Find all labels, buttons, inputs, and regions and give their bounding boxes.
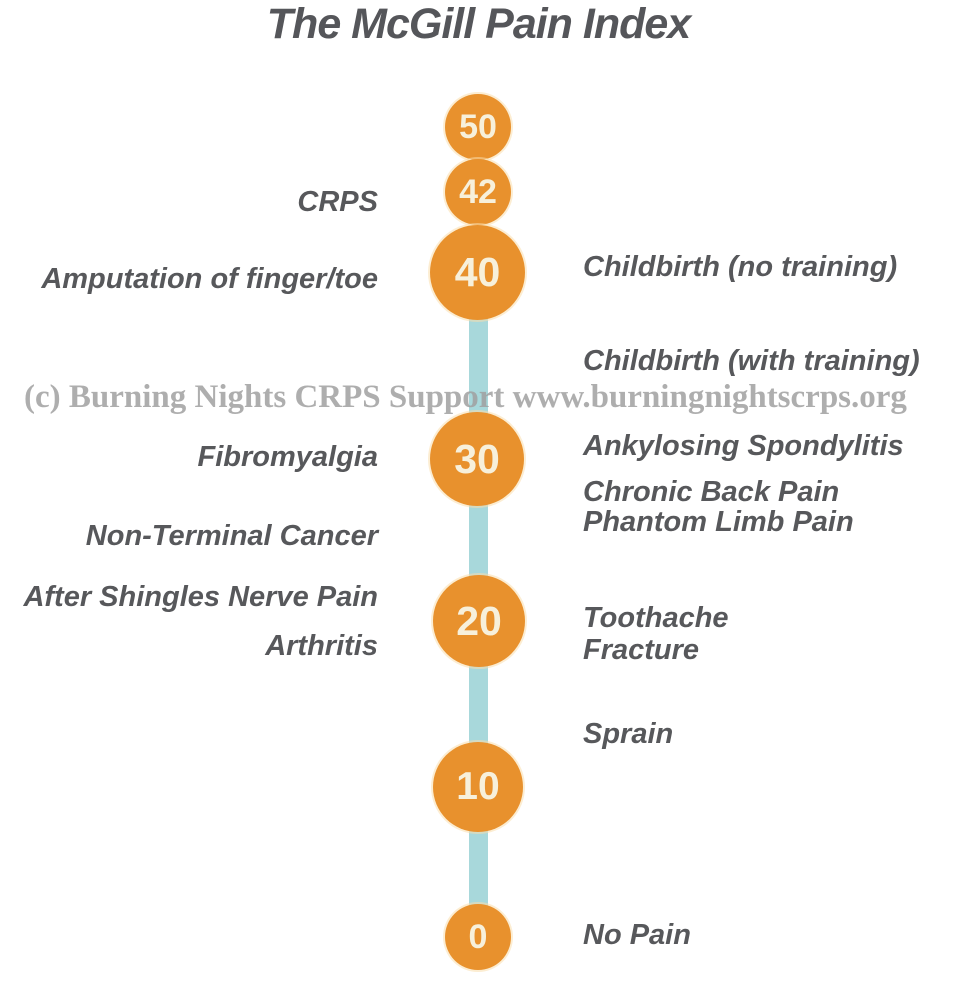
- scale-point-value: 20: [456, 597, 502, 644]
- left-label-arthritis: Arthritis: [265, 630, 378, 662]
- right-label-toothache: Toothache: [583, 602, 729, 634]
- right-label-sprain: Sprain: [583, 718, 674, 750]
- scale-point-40: 40: [430, 225, 525, 320]
- scale-point-10: 10: [433, 742, 523, 832]
- scale-point-value: 30: [454, 435, 500, 482]
- left-label-amputation-finger-toe: Amputation of finger/toe: [41, 263, 378, 295]
- right-label-fracture: Fracture: [583, 634, 700, 666]
- left-label-non-terminal-cancer: Non-Terminal Cancer: [85, 520, 378, 552]
- scale-point-0: 0: [445, 904, 511, 970]
- page-title: The McGill Pain Index: [266, 0, 691, 48]
- right-label-phantom-limb-pain: Phantom Limb Pain: [583, 506, 854, 538]
- scale-point-42: 42: [445, 159, 511, 225]
- scale-point-value: 40: [454, 249, 501, 295]
- scale-point-50: 50: [445, 94, 511, 160]
- scale-point-value: 0: [468, 917, 488, 956]
- right-label-chronic-back-pain: Chronic Back Pain: [583, 476, 840, 508]
- left-label-fibromyalgia: Fibromyalgia: [197, 441, 379, 473]
- scale-point-value: 10: [456, 765, 500, 808]
- scale-point-30: 30: [430, 412, 524, 506]
- left-label-after-shingles-nerve-pain: After Shingles Nerve Pain: [23, 581, 378, 613]
- scale-point-value: 50: [459, 107, 497, 146]
- scale-point-value: 42: [459, 172, 497, 211]
- left-label-crps: CRPS: [297, 186, 378, 218]
- right-label-childbirth-no-training: Childbirth (no training): [583, 251, 898, 283]
- right-label-no-pain: No Pain: [583, 919, 691, 951]
- scale-point-20: 20: [433, 575, 525, 667]
- right-label-ankylosing-spondylitis: Ankylosing Spondylitis: [583, 430, 904, 462]
- right-label-childbirth-with-training: Childbirth (with training): [583, 345, 920, 377]
- copyright-watermark: (c) Burning Nights CRPS Support www.burn…: [24, 379, 907, 415]
